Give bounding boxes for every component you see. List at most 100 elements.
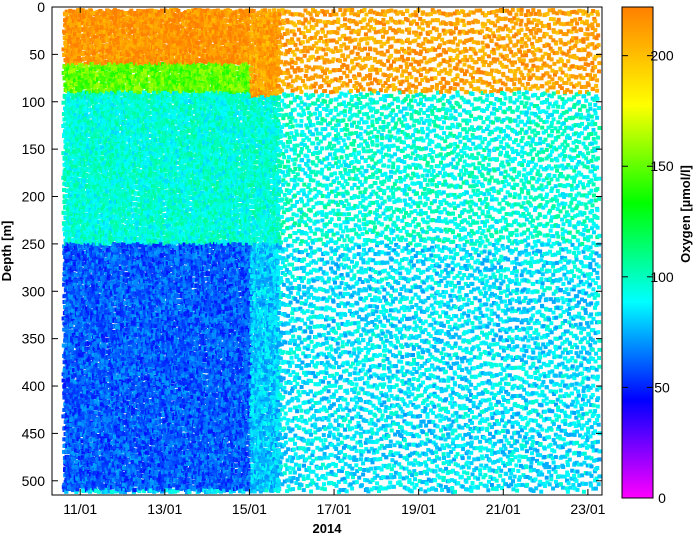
data-point [69,427,74,432]
data-point [66,474,71,479]
data-point [63,175,68,180]
data-point [70,344,75,349]
data-point [63,95,68,99]
data-point [63,355,68,360]
data-point [70,141,75,146]
data-point [69,208,74,213]
data-point [72,168,77,172]
data-point [73,373,78,378]
data-point [68,430,73,435]
data-point [75,417,79,422]
data-point [74,93,79,98]
data-point [72,432,77,437]
data-point [66,32,71,37]
data-point [73,78,77,83]
data-point [69,410,74,415]
data-point [66,363,71,368]
data-point [73,89,78,94]
data-point [96,489,101,494]
data-point [72,68,77,73]
data-point [70,56,75,61]
data-point [74,125,79,130]
data-point [104,489,109,494]
data-point [65,101,70,106]
data-point [65,61,70,66]
data-point [70,212,75,216]
data-point [68,446,73,451]
data-point [69,245,74,250]
data-point [68,141,73,146]
data-point [65,266,70,271]
data-point [74,66,79,70]
data-point [73,379,78,384]
data-point [70,483,75,488]
data-point [62,132,67,137]
data-point [64,359,69,364]
data-point [68,342,72,347]
data-point [70,329,75,334]
data-point [64,248,69,253]
data-point [64,199,69,203]
data-point [65,413,70,418]
data-point [73,32,77,37]
data-point [74,130,79,135]
data-point [72,233,77,238]
data-point [62,227,67,232]
data-point [65,431,70,436]
data-point [63,167,68,172]
data-point [71,341,76,346]
data-point [62,188,66,192]
data-point [71,136,76,141]
data-point [70,453,74,457]
data-point [72,457,76,462]
data-point [71,465,76,470]
data-point [66,26,71,31]
data-point [67,329,72,334]
data-point [71,308,75,313]
data-point [61,485,66,489]
data-point [73,138,78,143]
data-point [69,287,74,292]
data-point [66,479,71,483]
data-point [64,9,69,14]
data-point [64,194,69,199]
data-point [66,56,71,61]
data-point [69,299,74,304]
data-point [68,273,73,278]
data-point [68,226,73,231]
data-point [65,314,70,319]
data-point [65,440,70,445]
data-point [72,452,77,457]
data-point [68,255,73,259]
data-point [65,372,70,376]
data-point [70,435,75,440]
data-point [65,78,70,83]
data-point [63,264,68,269]
data-point [73,196,78,201]
data-point [68,302,73,307]
data-point [67,392,72,396]
data-point [67,182,72,187]
data-point [75,158,80,163]
data-point [69,205,74,210]
data-point [76,38,81,43]
data-point [74,176,79,180]
data-point [74,153,79,158]
data-point [69,468,74,472]
data-point [63,402,68,407]
data-point [69,278,74,283]
data-point [64,21,69,25]
data-point [67,357,72,362]
data-point [74,20,79,25]
data-point [70,401,75,406]
data-point [70,369,74,374]
data-point [63,46,68,51]
data-point [72,231,77,236]
data-point [64,311,69,316]
data-point [69,386,74,391]
data-point [71,244,76,249]
data-point [70,263,75,268]
data-point [67,282,72,286]
data-point [65,417,70,422]
